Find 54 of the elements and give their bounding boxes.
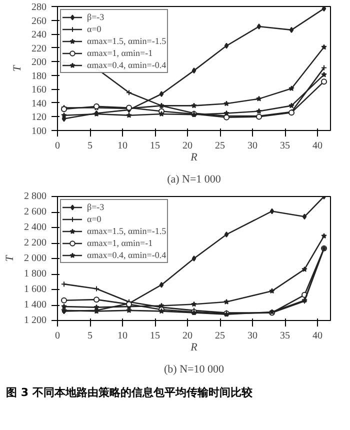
x-tick-label: 0 [55, 330, 60, 342]
x-tick-label: 5 [88, 140, 92, 152]
y-tick-label: 160 [32, 84, 46, 96]
x-tick-label: 25 [215, 330, 225, 342]
y-tick-label: 180 [32, 70, 46, 82]
y-tick-label: 120 [32, 112, 46, 124]
legend-label: β=-3 [87, 201, 106, 213]
legend-label: αmax=1.5, αmin=-1.5 [87, 225, 166, 237]
x-tick-label: 10 [118, 140, 128, 152]
y-tick-label: 200 [32, 57, 46, 68]
x-tick-label: 30 [248, 140, 258, 152]
y-tick-label: 1 200 [24, 315, 46, 326]
text: (b) N=10 000 [164, 364, 224, 376]
x-tick-label: 35 [280, 330, 290, 342]
y-tick-label: 220 [32, 43, 46, 54]
y-axis-title: T [12, 64, 24, 72]
y-tick-label: 1 400 [24, 300, 46, 310]
x-tick-label: 20 [182, 330, 192, 342]
y-tick-label: 240 [32, 30, 46, 41]
legend-label: αmax=0.4, αmin=-0.4 [87, 59, 166, 71]
x-tick-label: 40 [312, 330, 322, 342]
y-tick-label: 260 [32, 16, 46, 27]
x-tick-label: 40 [312, 140, 322, 152]
y-tick-label: 2 200 [24, 238, 46, 248]
legend-label: αmax=0.4, αmin=-0.4 [87, 249, 166, 261]
x-tick-label: 15 [150, 330, 160, 342]
x-tick-label: 5 [88, 330, 92, 342]
x-axis-title: R [190, 342, 198, 354]
x-axis-title: R [190, 152, 198, 164]
x-tick-label: 15 [150, 140, 160, 152]
legend-label: β=-3 [87, 11, 106, 23]
legend-label: αmax=1.5, αmin=-1.5 [87, 35, 166, 47]
legend-label: α=0 [87, 23, 102, 35]
x-tick-label: 25 [215, 140, 225, 152]
y-tick-label: 140 [32, 98, 46, 110]
y-tick-label: 280 [32, 2, 46, 13]
x-tick-label: 20 [182, 140, 192, 152]
legend-label: α=0 [87, 213, 102, 225]
legend-label: αmax=1, αmin=-1 [87, 47, 153, 59]
x-tick-label: 10 [118, 330, 128, 342]
legend-label: αmax=1, αmin=-1 [87, 237, 153, 249]
y-tick-label: 1 600 [24, 284, 46, 295]
x-tick-label: 30 [248, 330, 258, 342]
y-axis-title: T [4, 254, 16, 262]
y-tick-label: 2 800 [24, 191, 46, 202]
caption: 图 3 不同本地路由策略的信息包平均传输时间比较 [6, 385, 252, 401]
text: (a) N=1 000 [167, 174, 222, 186]
y-tick-label: 1 800 [24, 268, 46, 280]
x-tick-label: 35 [280, 140, 290, 152]
y-tick-label: 2 000 [24, 253, 46, 264]
y-tick-label: 2 600 [24, 206, 46, 218]
x-tick-label: 0 [55, 140, 60, 152]
y-tick-label: 2 400 [24, 222, 46, 233]
y-tick-label: 100 [32, 126, 46, 137]
